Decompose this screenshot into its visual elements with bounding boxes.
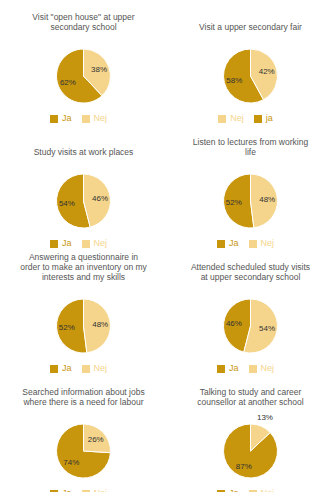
svg-text:54%: 54% <box>259 324 275 333</box>
svg-text:48%: 48% <box>259 195 275 204</box>
svg-text:87%: 87% <box>236 462 252 471</box>
html-text:Ja: Ja <box>229 363 239 373</box>
html-text:Ja: Ja <box>229 488 239 498</box>
svg-text:13%: 13% <box>257 413 273 422</box>
html-text:Searched information about job: Searched information about jobs where th… <box>22 387 145 407</box>
svg-text:26%: 26% <box>88 435 104 444</box>
html-text:Nej: Nej <box>260 363 274 373</box>
svg-text:52%: 52% <box>226 198 242 207</box>
svg-text:54%: 54% <box>59 199 75 208</box>
svg-text:46%: 46% <box>226 319 242 328</box>
html-text:Nej: Nej <box>93 363 107 373</box>
svg-text:42%: 42% <box>259 67 275 76</box>
svg-text:52%: 52% <box>59 323 75 332</box>
html-text:ja: ja <box>265 113 273 123</box>
html-text:Ja: Ja <box>62 363 72 373</box>
html-text:Talking to study and career co: Talking to study and career counsellor a… <box>197 387 304 407</box>
html-text:Ja: Ja <box>62 113 72 123</box>
html-text:Answering a questionnaire in o: Answering a questionnaire in order to ma… <box>20 252 147 282</box>
svg-text:46%: 46% <box>92 194 108 203</box>
svg-text:48%: 48% <box>92 320 108 329</box>
html-text:Listen to lectures from workin: Listen to lectures from working life <box>192 137 309 157</box>
html-text:Ja: Ja <box>229 238 239 248</box>
html-text:Visit "open house" at upper se: Visit "open house" at upper secondary sc… <box>32 12 135 32</box>
html-text:Nej: Nej <box>93 488 107 498</box>
html-text:Nej: Nej <box>93 238 107 248</box>
html-text:Nej: Nej <box>230 113 244 123</box>
svg-text:74%: 74% <box>63 458 79 467</box>
html-text:Visit a upper secondary fair: Visit a upper secondary fair <box>199 22 302 32</box>
svg-text:38%: 38% <box>91 65 107 74</box>
html-text:Nej: Nej <box>260 488 274 498</box>
html-text:Attended scheduled study visit: Attended scheduled study visits at upper… <box>191 262 310 282</box>
html-text:Ja: Ja <box>62 238 72 248</box>
html-text:Study visits at work places: Study visits at work places <box>33 147 134 157</box>
html-text:Nej: Nej <box>93 113 107 123</box>
html-text:Nej: Nej <box>260 238 274 248</box>
html-text:Ja: Ja <box>62 488 72 498</box>
svg-text:62%: 62% <box>60 78 76 87</box>
svg-text:58%: 58% <box>226 76 242 85</box>
